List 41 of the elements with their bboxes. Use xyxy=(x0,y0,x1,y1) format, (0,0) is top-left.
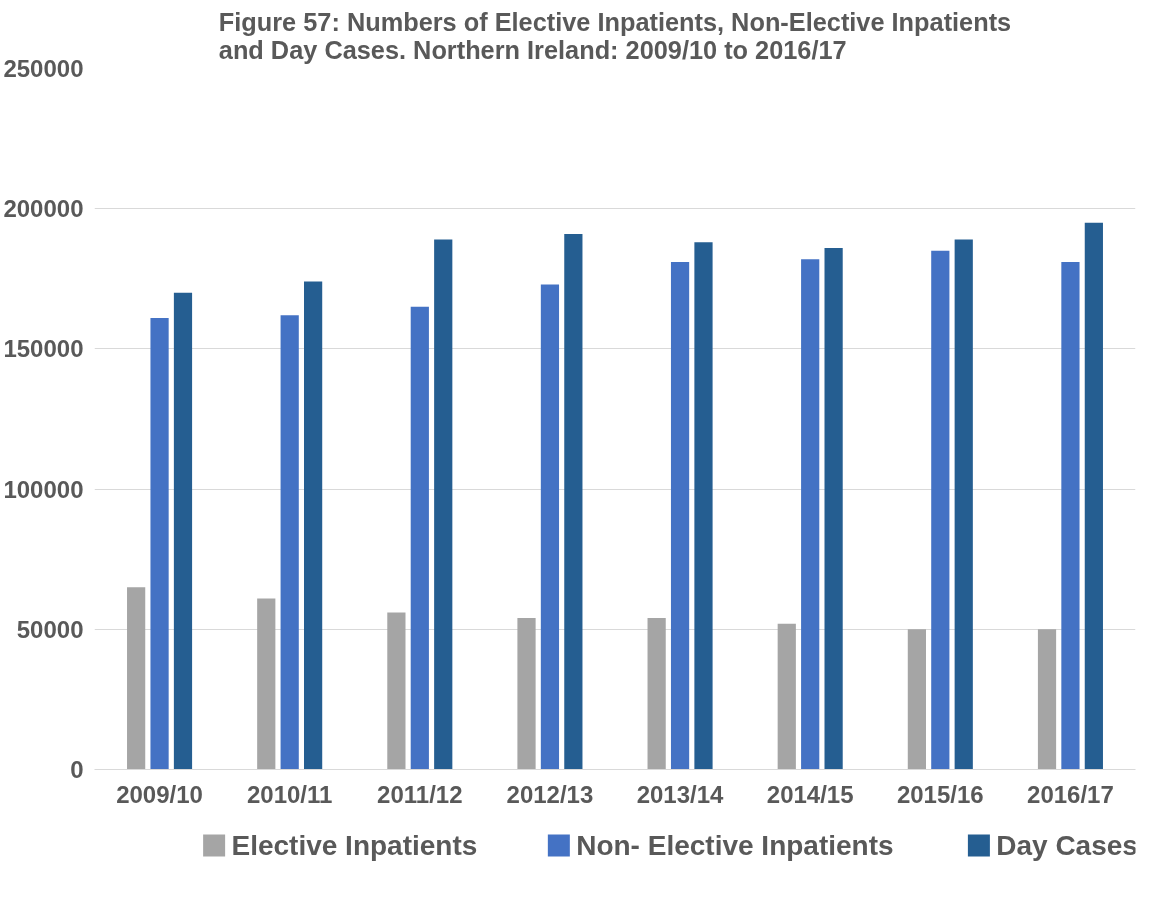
bar xyxy=(1037,629,1057,770)
x-tick-label: 2009/10 xyxy=(116,780,203,808)
bar xyxy=(954,239,973,770)
bar xyxy=(647,618,666,770)
legend-label: Elective Inpatients xyxy=(231,830,478,861)
x-tick-label: 2015/16 xyxy=(896,780,984,808)
y-tick-label: 150000 xyxy=(3,335,84,363)
y-tick-label: 50000 xyxy=(16,615,84,643)
bar xyxy=(150,318,169,770)
bar xyxy=(434,239,453,770)
bar xyxy=(931,250,950,770)
bar xyxy=(410,306,429,770)
x-tick-label: 2013/14 xyxy=(636,780,725,808)
legend-label: Non- Elective Inpatients xyxy=(576,830,894,861)
bar xyxy=(801,259,820,770)
y-tick-label: 0 xyxy=(70,756,84,783)
bar xyxy=(694,242,713,770)
bar xyxy=(517,618,536,770)
bar xyxy=(670,261,690,770)
y-tick-label: 100000 xyxy=(3,475,84,503)
bar xyxy=(304,281,323,770)
bar xyxy=(173,292,193,770)
bar xyxy=(127,587,146,770)
bar xyxy=(564,233,583,770)
x-tick-label: 2014/15 xyxy=(766,780,854,808)
x-tick-label: 2016/17 xyxy=(1027,780,1114,808)
bar xyxy=(387,612,406,770)
y-tick-label: 250000 xyxy=(3,55,84,82)
bar xyxy=(540,284,560,770)
chart-title: Figure 57: Numbers of Elective Inpatients, Non-Elective Inpatients and Day Cases. Northern Ireland: 2009/10 to 2016/17 xyxy=(218,7,1012,64)
bar xyxy=(907,629,926,770)
y-tick-label: 200000 xyxy=(3,195,84,223)
bar xyxy=(777,623,796,770)
bar xyxy=(824,247,843,770)
bar xyxy=(280,315,299,770)
x-tick-label: 2012/13 xyxy=(506,780,594,808)
bar xyxy=(1084,222,1103,770)
bar xyxy=(1061,261,1080,770)
x-tick-label: 2010/11 xyxy=(246,780,333,808)
bar xyxy=(257,598,276,770)
x-tick-label: 2011/12 xyxy=(377,780,463,808)
